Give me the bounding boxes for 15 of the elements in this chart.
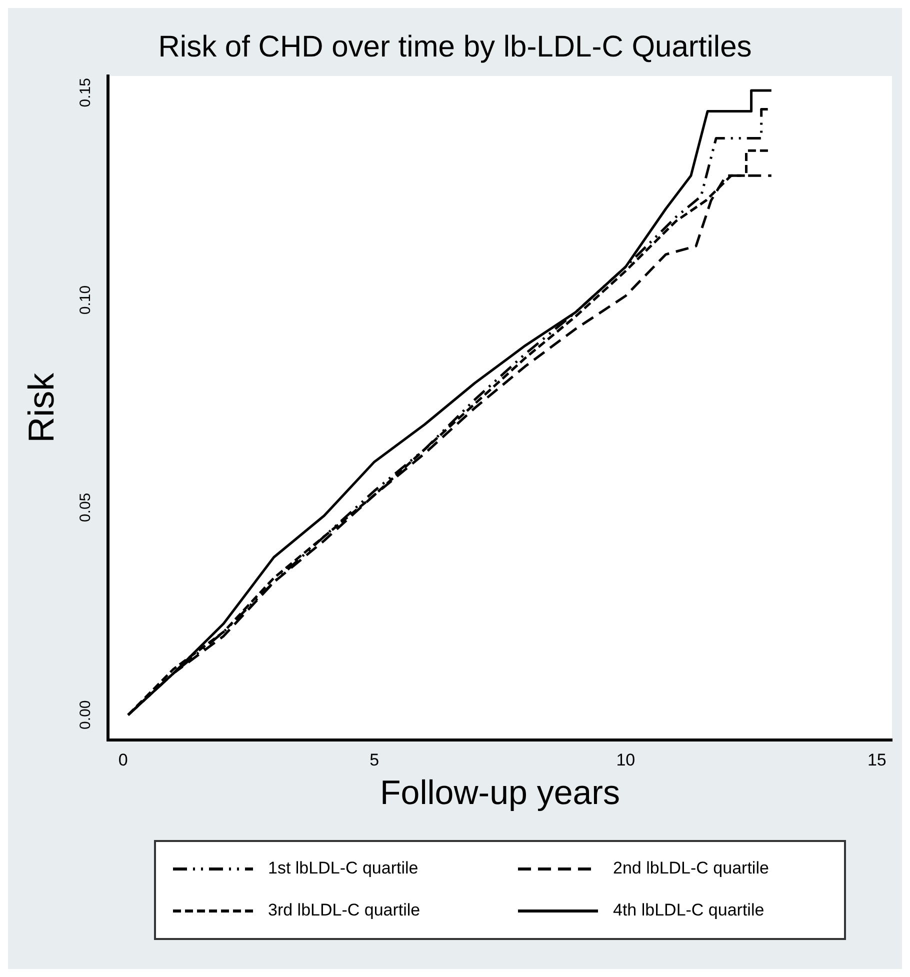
y-tick-label: 0.15 [77, 78, 94, 108]
legend-label: 4th lbLDL-C quartile [613, 900, 764, 920]
legend-label: 2nd lbLDL-C quartile [613, 858, 769, 878]
x-tick-label: 0 [118, 750, 128, 770]
x-tick-label: 5 [370, 750, 380, 770]
legend-label: 3rd lbLDL-C quartile [268, 900, 420, 920]
y-tick-label: 0.10 [77, 285, 94, 315]
y-tick-label: 0.00 [77, 700, 94, 730]
x-tick-label: 10 [616, 750, 636, 770]
x-axis-title: Follow-up years [380, 774, 620, 812]
x-tick-label: 15 [867, 750, 886, 770]
chart-title: Risk of CHD over time by lb-LDL-C Quartiles [158, 30, 752, 64]
y-tick-label: 0.05 [77, 492, 94, 522]
y-axis-title: Risk [20, 372, 62, 443]
legend-label: 1st lbLDL-C quartile [268, 858, 418, 878]
